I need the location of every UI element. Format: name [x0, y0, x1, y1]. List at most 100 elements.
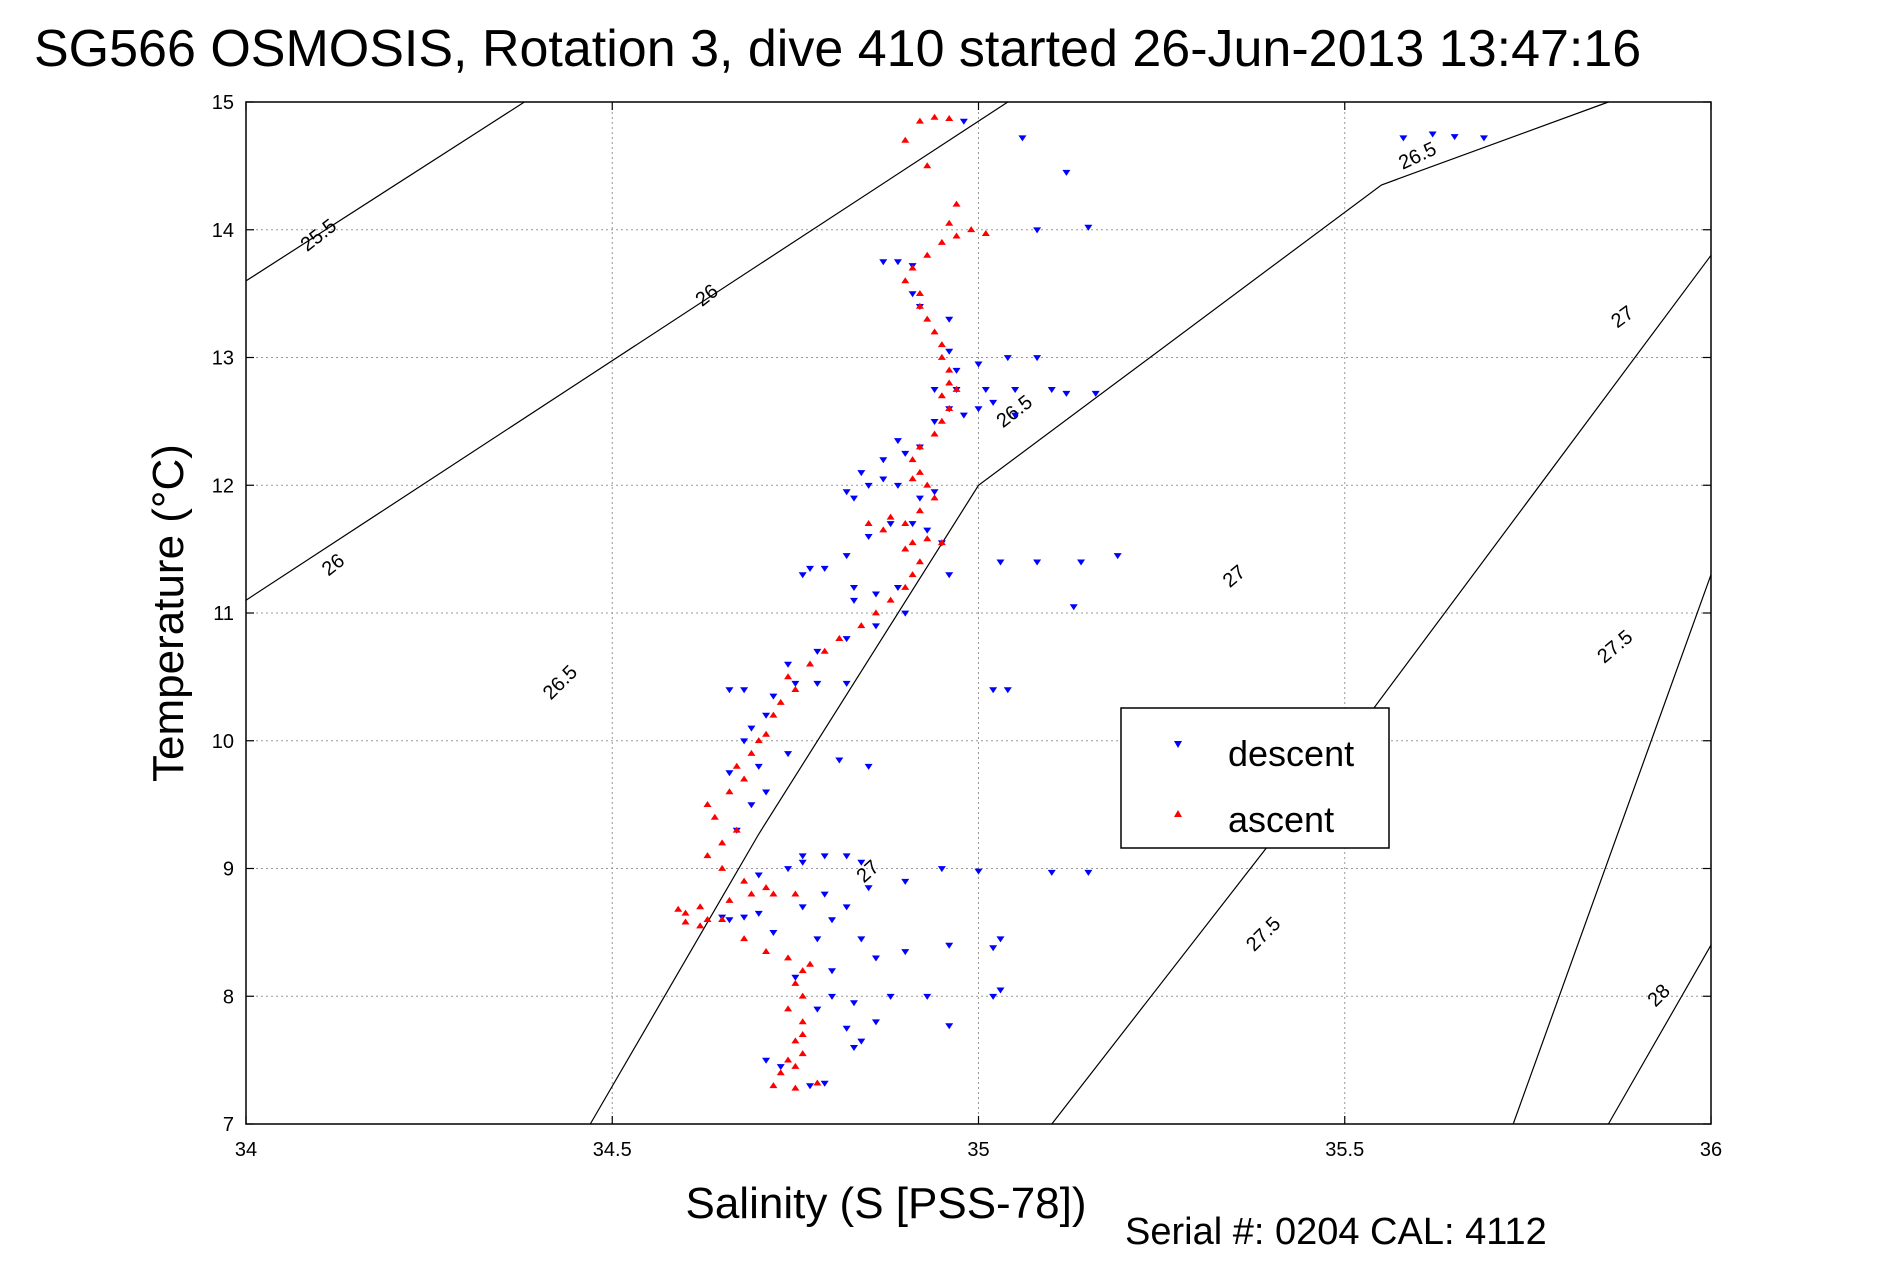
descent-point	[842, 636, 851, 643]
ascent-point	[915, 507, 924, 514]
descent-point	[1033, 355, 1042, 362]
ascent-point	[930, 430, 939, 437]
ascent-point	[747, 890, 756, 897]
descent-point	[886, 521, 895, 528]
ascent-point	[908, 456, 917, 463]
chart-title: SG566 OSMOSIS, Rotation 3, dive 410 star…	[34, 20, 1641, 78]
descent-point	[747, 802, 756, 809]
descent-point	[1084, 869, 1093, 876]
descent-point	[879, 476, 888, 483]
ascent-point	[791, 686, 800, 693]
ascent-point	[681, 918, 690, 925]
descent-point	[747, 725, 756, 732]
descent-point	[989, 993, 998, 1000]
descent-point	[974, 868, 983, 875]
descent-point	[813, 1006, 822, 1013]
descent-point	[842, 904, 851, 911]
descent-point	[762, 1057, 771, 1064]
ascent-point	[718, 864, 727, 871]
ascent-point	[806, 660, 815, 667]
y-tick-label: 15	[212, 92, 234, 114]
ascent-point	[930, 328, 939, 335]
descent-point	[842, 680, 851, 687]
ascent-point	[901, 519, 910, 526]
descent-point	[1450, 134, 1459, 141]
descent-point	[1003, 687, 1012, 694]
descent-point	[989, 399, 998, 406]
ascent-point	[937, 341, 946, 348]
ascent-point	[762, 730, 771, 737]
descent-point	[996, 559, 1005, 566]
descent-point	[864, 482, 873, 489]
descent-point	[893, 585, 902, 592]
descent-point	[1003, 355, 1012, 362]
contour-line	[1512, 574, 1712, 1125]
descent-point	[901, 878, 910, 885]
descent-point	[1047, 387, 1056, 394]
ascent-point	[952, 232, 961, 239]
ascent-point	[908, 264, 917, 271]
descent-point	[1077, 559, 1086, 566]
ascent-point	[945, 219, 954, 226]
descent-point	[754, 763, 763, 770]
descent-point	[901, 949, 910, 956]
ascent-point	[806, 960, 815, 967]
descent-point	[1033, 559, 1042, 566]
ascent-point	[681, 909, 690, 916]
ascent-point	[740, 877, 749, 884]
ascent-point	[703, 852, 712, 859]
descent-point	[945, 1023, 954, 1030]
ascent-point	[798, 992, 807, 999]
ascent-point	[769, 1082, 778, 1089]
ascent-point	[915, 443, 924, 450]
descent-point	[791, 680, 800, 687]
descent-point	[952, 367, 961, 374]
x-tick-label: 35.5	[1325, 1139, 1364, 1161]
y-tick-label: 14	[212, 220, 234, 242]
descent-point	[857, 470, 866, 477]
ascent-point	[901, 277, 910, 284]
ascent-point	[981, 229, 990, 236]
x-axis-ticks: 34 34.5 35 35.5 36	[235, 102, 1722, 1161]
x-tick-label: 34.5	[593, 1139, 632, 1161]
ascent-point	[886, 513, 895, 520]
ascent-series	[674, 113, 990, 1091]
legend: descent ascent	[1120, 707, 1390, 849]
descent-point	[784, 866, 793, 873]
ascent-point	[747, 749, 756, 756]
descent-point	[740, 687, 749, 694]
descent-point	[828, 917, 836, 924]
ascent-point	[901, 136, 910, 143]
descent-point	[923, 527, 932, 534]
ascent-point	[930, 113, 939, 120]
ascent-point	[835, 634, 844, 641]
ascent-point	[784, 673, 793, 680]
ascent-point	[937, 417, 946, 424]
descent-point	[813, 680, 822, 687]
ascent-point	[732, 762, 741, 769]
ascent-point	[864, 519, 873, 526]
ascent-point	[798, 1018, 807, 1025]
descent-point	[1011, 387, 1020, 394]
descent-point	[798, 859, 807, 866]
ascent-point	[915, 290, 924, 297]
ascent-point	[798, 967, 807, 974]
ascent-point	[791, 1062, 800, 1069]
descent-point	[871, 623, 880, 630]
ascent-point	[915, 302, 924, 309]
descent-point	[937, 866, 946, 873]
descent-point	[820, 565, 829, 572]
legend-ascent-marker	[1174, 810, 1182, 817]
descent-point	[725, 917, 734, 924]
descent-point	[725, 687, 734, 694]
ascent-point	[923, 162, 932, 169]
descent-point	[981, 387, 990, 394]
descent-point	[893, 438, 902, 445]
descent-point	[1033, 227, 1042, 234]
x-tick-label: 34	[235, 1139, 257, 1161]
ascent-point	[784, 954, 793, 961]
descent-point	[776, 1064, 785, 1071]
ascent-point	[762, 947, 771, 954]
ascent-point	[696, 922, 705, 929]
